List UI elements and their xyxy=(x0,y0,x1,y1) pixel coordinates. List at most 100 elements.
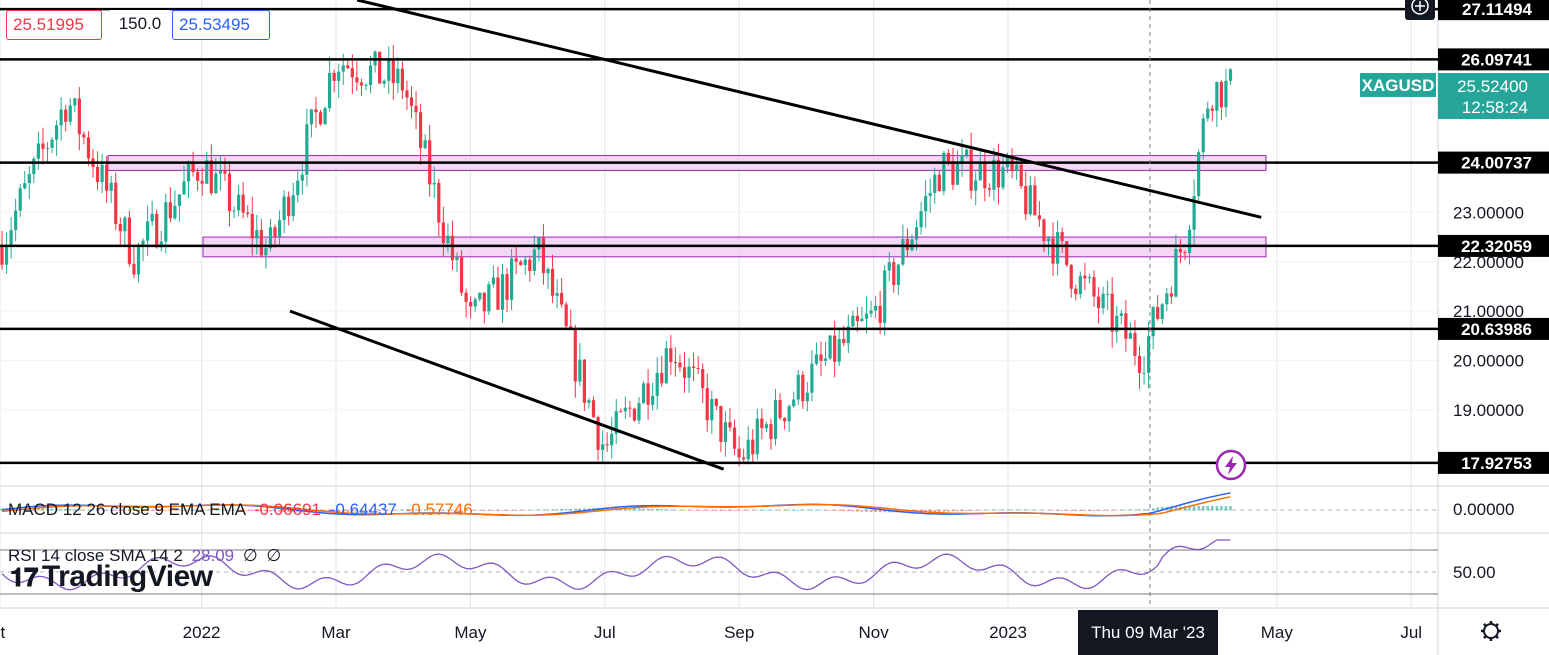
price-axis[interactable]: 23.00000 22.00000 21.00000 20.00000 19.00000… xyxy=(1438,0,1549,582)
macd-histogram-bar xyxy=(851,510,855,512)
candle-body xyxy=(960,155,964,164)
macd-histogram-bar xyxy=(792,509,795,511)
macd-histogram-bar xyxy=(778,509,782,511)
macd-histogram-bar xyxy=(109,510,113,511)
candle-body xyxy=(1001,167,1005,188)
macd-histogram-bar xyxy=(169,510,172,511)
candle-body xyxy=(59,109,63,126)
macd-histogram-bar xyxy=(510,510,513,511)
candle-body xyxy=(45,147,50,149)
candle-body xyxy=(1028,185,1032,215)
candle-body xyxy=(951,161,955,185)
candle-body xyxy=(773,399,778,439)
macd-histogram-bar xyxy=(810,509,814,511)
macd-histogram-bar xyxy=(1033,509,1037,511)
macd-histogram-bar xyxy=(1015,509,1018,511)
macd-histogram-bar xyxy=(1192,506,1196,511)
bid-value: 25.51995 xyxy=(13,15,84,34)
candle-body xyxy=(637,403,641,421)
candle-body xyxy=(177,194,182,206)
candle-body xyxy=(105,164,109,191)
macd-histogram-bar xyxy=(924,510,927,513)
candle-body xyxy=(764,424,768,429)
rsi-axis-label: 50.00 xyxy=(1453,563,1496,582)
gear-icon[interactable] xyxy=(1481,621,1501,641)
price-tick-label: 20.00000 xyxy=(1453,352,1524,371)
macd-histogram-bar xyxy=(624,508,627,511)
candle-body xyxy=(250,213,254,239)
candle-body xyxy=(359,82,364,86)
candle-body xyxy=(1106,293,1110,295)
candle-body xyxy=(924,195,928,212)
candle-body xyxy=(983,161,987,189)
candle-body xyxy=(77,98,81,135)
macd-histogram-bar xyxy=(182,509,186,511)
macd-histogram-bar xyxy=(64,508,67,511)
macd-histogram-bar xyxy=(1074,510,1078,511)
candle-body xyxy=(41,143,45,149)
candle-body xyxy=(36,143,40,159)
candle-body xyxy=(555,292,559,296)
bid-price[interactable]: 25.51995 xyxy=(6,10,102,40)
macd-histogram-bar xyxy=(751,510,755,511)
macd-histogram-bar xyxy=(314,510,318,513)
candle-body xyxy=(246,212,250,214)
macd-histogram-bar xyxy=(478,510,482,511)
candle-body xyxy=(1228,69,1233,81)
candle-body xyxy=(1183,252,1187,254)
candle-body xyxy=(305,124,309,175)
candle-body xyxy=(505,274,509,300)
macd-histogram-bar xyxy=(878,510,882,513)
candle-body xyxy=(965,149,969,156)
candle-body xyxy=(237,194,241,211)
macd-histogram-bar xyxy=(874,510,877,513)
macd-histogram-bar xyxy=(1060,510,1064,511)
candle-body xyxy=(469,301,473,307)
candle-body xyxy=(828,335,832,359)
rsi-legend[interactable]: RSI 14 close SMA 14 2 28.09 ∅ ∅ xyxy=(8,546,281,566)
macd-histogram-bar xyxy=(173,510,177,511)
candle-body xyxy=(100,164,104,183)
candle-body xyxy=(892,262,896,285)
macd-histogram-bar xyxy=(696,510,700,511)
macd-histogram-bar xyxy=(633,508,636,511)
plus-circle xyxy=(1411,0,1429,15)
level-price-label: 22.32059 xyxy=(1461,237,1532,256)
macd-histogram-bar xyxy=(196,509,199,511)
macd-histogram-bar xyxy=(96,509,99,511)
candle-body xyxy=(391,59,395,84)
candle-body xyxy=(1101,293,1105,309)
candle-body xyxy=(1051,238,1055,264)
candle-body xyxy=(632,408,637,421)
candle-body xyxy=(400,68,404,91)
ask-value: 25.53495 xyxy=(179,15,250,34)
candle-body xyxy=(182,181,186,195)
macd-histogram-bar xyxy=(1160,506,1164,511)
candle-body xyxy=(532,249,536,271)
candle-body xyxy=(874,305,878,311)
macd-histogram-bar xyxy=(769,509,773,511)
macd-histogram-bar xyxy=(983,509,987,511)
trendline xyxy=(289,309,725,471)
candle-body xyxy=(601,444,605,450)
macd-histogram-bar xyxy=(273,510,277,512)
candle-body xyxy=(905,238,910,251)
lightning-icon[interactable] xyxy=(1215,449,1247,481)
gear-tooth xyxy=(1483,623,1487,627)
candle-body xyxy=(582,359,586,403)
candle-body xyxy=(664,348,668,384)
macd-legend[interactable]: MACD 12 26 close 9 EMA EMA -0.06691 -0.6… xyxy=(8,500,473,520)
macd-histogram-bar xyxy=(1029,509,1032,511)
candle-body xyxy=(1160,304,1164,320)
candle-body xyxy=(591,400,596,418)
macd-histogram-bar xyxy=(287,510,290,513)
macd-histogram-bar xyxy=(651,508,654,511)
macd-histogram-bar xyxy=(250,510,254,511)
ask-price[interactable]: 25.53495 xyxy=(172,10,270,40)
rsi-extra-2: ∅ xyxy=(266,546,282,565)
macd-histogram-bar xyxy=(423,509,427,511)
time-axis[interactable]: ct 2022 Mar May Jul Sep Nov 2023 May Jul xyxy=(0,623,1422,642)
time-tick-label: Jul xyxy=(1400,623,1422,642)
plus-circle-icon[interactable] xyxy=(1405,0,1435,20)
